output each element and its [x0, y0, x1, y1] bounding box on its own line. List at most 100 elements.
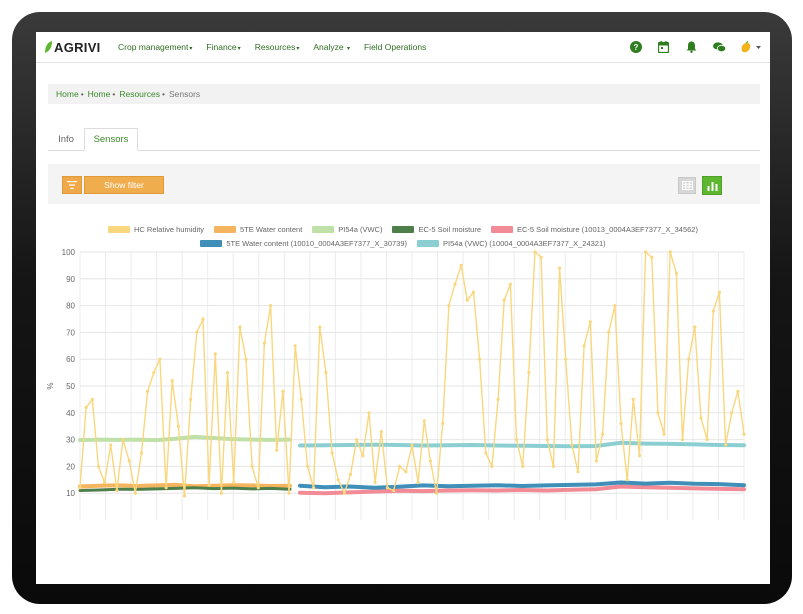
hc-relative-humidity-point	[232, 480, 236, 485]
hc-relative-humidity-point	[373, 480, 377, 485]
user-avatar-icon[interactable]	[740, 40, 762, 55]
hc-relative-humidity-point	[269, 304, 273, 308]
hc-relative-humidity-point	[496, 397, 500, 401]
main-menu: Crop management▾ Finance▾ Resources▾ Ana…	[118, 32, 440, 62]
calendar-icon[interactable]	[656, 40, 671, 55]
hc-relative-humidity-point	[90, 397, 94, 401]
hc-relative-humidity-point	[348, 472, 353, 476]
tab-sensors[interactable]: Sensors	[84, 128, 138, 151]
hc-relative-humidity-point	[508, 282, 512, 286]
hc-relative-humidity-point	[182, 494, 187, 498]
hc-relative-humidity-point	[219, 491, 223, 495]
filter-toggle-button[interactable]	[62, 176, 82, 194]
hc-relative-humidity-point	[717, 290, 722, 294]
hc-relative-humidity-point	[287, 491, 291, 495]
hc-relative-humidity-point	[724, 443, 728, 447]
legend-item-5te-water[interactable]: 5TE Water content	[214, 225, 302, 234]
y-tick-label: 90	[66, 275, 75, 284]
hc-relative-humidity-point	[195, 330, 199, 334]
hc-relative-humidity-point	[594, 459, 599, 463]
breadcrumb-separator: •	[80, 89, 84, 99]
logo-text: AGRIVI	[54, 39, 101, 55]
legend-label: PI54a (VWC)	[338, 225, 383, 234]
y-tick-label: 100	[62, 248, 76, 257]
hc-relative-humidity-point	[318, 325, 322, 329]
legend-item-hc-humidity[interactable]: HC Relative humidity	[108, 225, 204, 234]
hc-relative-humidity-point	[644, 250, 648, 254]
breadcrumb-current: Sensors	[168, 89, 201, 99]
tab-bar: Info Sensors	[48, 128, 760, 151]
legend-item-ec5-34562[interactable]: EC-5 Soil moisture (10013_0004A3EF7377_X…	[491, 225, 698, 234]
hc-relative-humidity-point	[625, 478, 629, 482]
hc-relative-humidity-point	[379, 430, 383, 434]
hc-relative-humidity-point	[533, 250, 537, 254]
legend-item-ec5[interactable]: EC-5 Soil moisture	[392, 225, 481, 234]
bell-icon[interactable]	[684, 40, 699, 55]
hc-relative-humidity-point	[244, 357, 248, 361]
hc-relative-humidity-point	[680, 438, 685, 442]
menu-finance[interactable]: Finance▾	[206, 42, 240, 52]
chart-view-button[interactable]	[702, 176, 722, 195]
hc-relative-humidity-point	[582, 344, 586, 348]
leaf-icon	[45, 41, 52, 53]
hc-relative-humidity-point	[736, 389, 740, 393]
hc-relative-humidity-point	[299, 397, 303, 401]
chat-icon[interactable]	[712, 40, 727, 55]
caret-icon: ▾	[296, 46, 300, 52]
hc-relative-humidity-point	[478, 357, 482, 361]
hc-relative-humidity-point	[355, 438, 359, 442]
menu-crop-management[interactable]: Crop management▾	[118, 42, 192, 52]
hc-relative-humidity-point	[385, 486, 389, 490]
breadcrumb-home[interactable]: Home	[56, 89, 79, 99]
breadcrumb-home-2[interactable]: Home	[87, 89, 111, 99]
y-tick-label: 10	[66, 489, 75, 498]
hc-relative-humidity-point	[262, 341, 266, 345]
hc-relative-humidity-point	[312, 486, 316, 490]
hc-relative-humidity-point	[392, 488, 396, 493]
hc-relative-humidity-point	[281, 389, 285, 393]
hc-relative-humidity-point	[152, 371, 156, 375]
legend-label: 5TE Water content (10010_0004A3EF7377_X_…	[226, 239, 408, 248]
legend-swatch	[108, 226, 131, 233]
y-tick-label: 80	[66, 302, 75, 311]
legend-row-2: 5TE Water content (10010_0004A3EF7377_X_…	[36, 239, 770, 248]
help-icon[interactable]: ?	[628, 40, 643, 55]
5te-water-content-30739-line	[298, 480, 746, 490]
hc-relative-humidity-point	[305, 464, 310, 468]
hc-relative-humidity-point	[588, 320, 592, 324]
ec5-soil-moisture-34562-line	[298, 484, 746, 496]
hc-relative-humidity-point	[164, 486, 168, 490]
breadcrumb-resources[interactable]: Resources	[119, 89, 160, 99]
legend-item-5te-30739[interactable]: 5TE Water content (10010_0004A3EF7377_X_…	[200, 239, 407, 248]
breadcrumb: Home • Home • Resources • Sensors	[48, 84, 760, 104]
hc-relative-humidity-point	[656, 411, 660, 415]
hc-relative-humidity-point	[699, 416, 703, 420]
y-tick-label: 50	[66, 382, 75, 391]
filter-bar: Show filter	[48, 164, 760, 204]
hc-relative-humidity-point	[361, 454, 365, 458]
tab-info[interactable]: Info	[58, 133, 74, 145]
y-tick-label: 30	[66, 436, 75, 445]
top-navbar: AGRIVI Crop management▾ Finance▾ Resourc…	[36, 32, 770, 63]
hc-relative-humidity-point	[410, 443, 414, 447]
table-view-button[interactable]	[678, 177, 696, 194]
menu-resources[interactable]: Resources▾	[255, 42, 300, 52]
hc-relative-humidity-point	[471, 290, 476, 294]
pi54a-vwc-line	[78, 434, 292, 443]
legend-item-pi54a-24321[interactable]: PI54a (VWC) (10004_0004A3EF7377_X_24321)	[417, 239, 606, 248]
agrivi-logo[interactable]: AGRIVI	[44, 38, 101, 56]
legend-item-pi54a[interactable]: PI54a (VWC)	[312, 225, 382, 234]
menu-field-operations[interactable]: Field Operations	[364, 42, 426, 52]
menu-label: Analyze	[313, 42, 344, 52]
hc-relative-humidity-point	[539, 255, 543, 259]
menu-analyze[interactable]: Analyze ▾	[313, 42, 350, 52]
hc-relative-humidity-point	[336, 478, 340, 482]
legend-swatch	[312, 226, 335, 233]
hc-relative-humidity-point	[293, 344, 297, 348]
hc-relative-humidity-point	[404, 470, 408, 474]
menu-label: Resources	[254, 42, 296, 52]
legend-swatch	[491, 226, 514, 233]
hc-relative-humidity-point	[121, 438, 125, 442]
show-filter-button[interactable]: Show filter	[84, 176, 164, 194]
hc-relative-humidity-point	[103, 480, 107, 485]
